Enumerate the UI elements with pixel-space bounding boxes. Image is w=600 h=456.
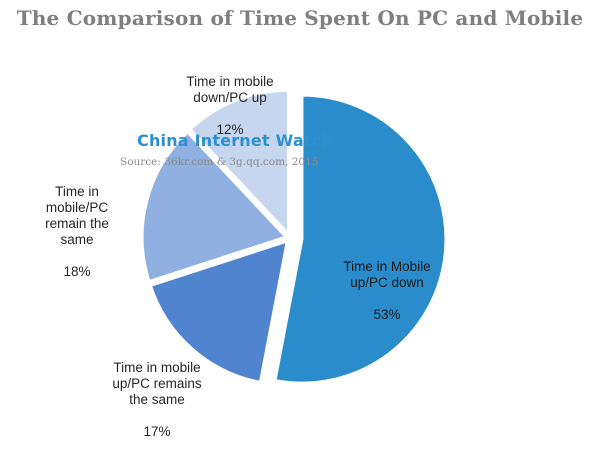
slice-value-label: 18% bbox=[63, 264, 91, 279]
slice-value-label: 53% bbox=[373, 307, 401, 322]
watermark-brand: China Internet Watch bbox=[137, 131, 333, 150]
slice-value-label: 17% bbox=[143, 424, 171, 439]
watermark-source: Source: 36kr.com & 3g.qq.com, 2015 bbox=[120, 156, 319, 168]
slice-label-text: Time in Mobile up/PC down bbox=[343, 259, 431, 290]
slice-label-text: Time in mobile up/PC remains the same bbox=[112, 360, 202, 407]
pie-slice bbox=[140, 129, 289, 284]
slice-label-mobile-up-pc-down: Time in Mobile up/PC down 53% bbox=[322, 243, 452, 339]
pie-slice bbox=[273, 93, 448, 385]
pie-chart bbox=[140, 88, 448, 385]
slice-label-text: Time in mobile/PC remain the same bbox=[45, 184, 109, 247]
slice-label-mobile-up-pc-same: Time in mobile up/PC remains the same 17… bbox=[82, 344, 232, 456]
pie-slice bbox=[187, 88, 291, 239]
slice-label-mobile-pc-same: Time in mobile/PC remain the same 18% bbox=[22, 168, 132, 296]
slice-label-mobile-down-pc-up: Time in mobile down/PC up 12% bbox=[165, 58, 295, 154]
pie-slice bbox=[148, 238, 290, 385]
slice-value-label: 12% bbox=[216, 122, 244, 137]
slice-label-text: Time in mobile down/PC up bbox=[186, 74, 274, 105]
chart-title: The Comparison of Time Spent On PC and M… bbox=[16, 6, 584, 30]
